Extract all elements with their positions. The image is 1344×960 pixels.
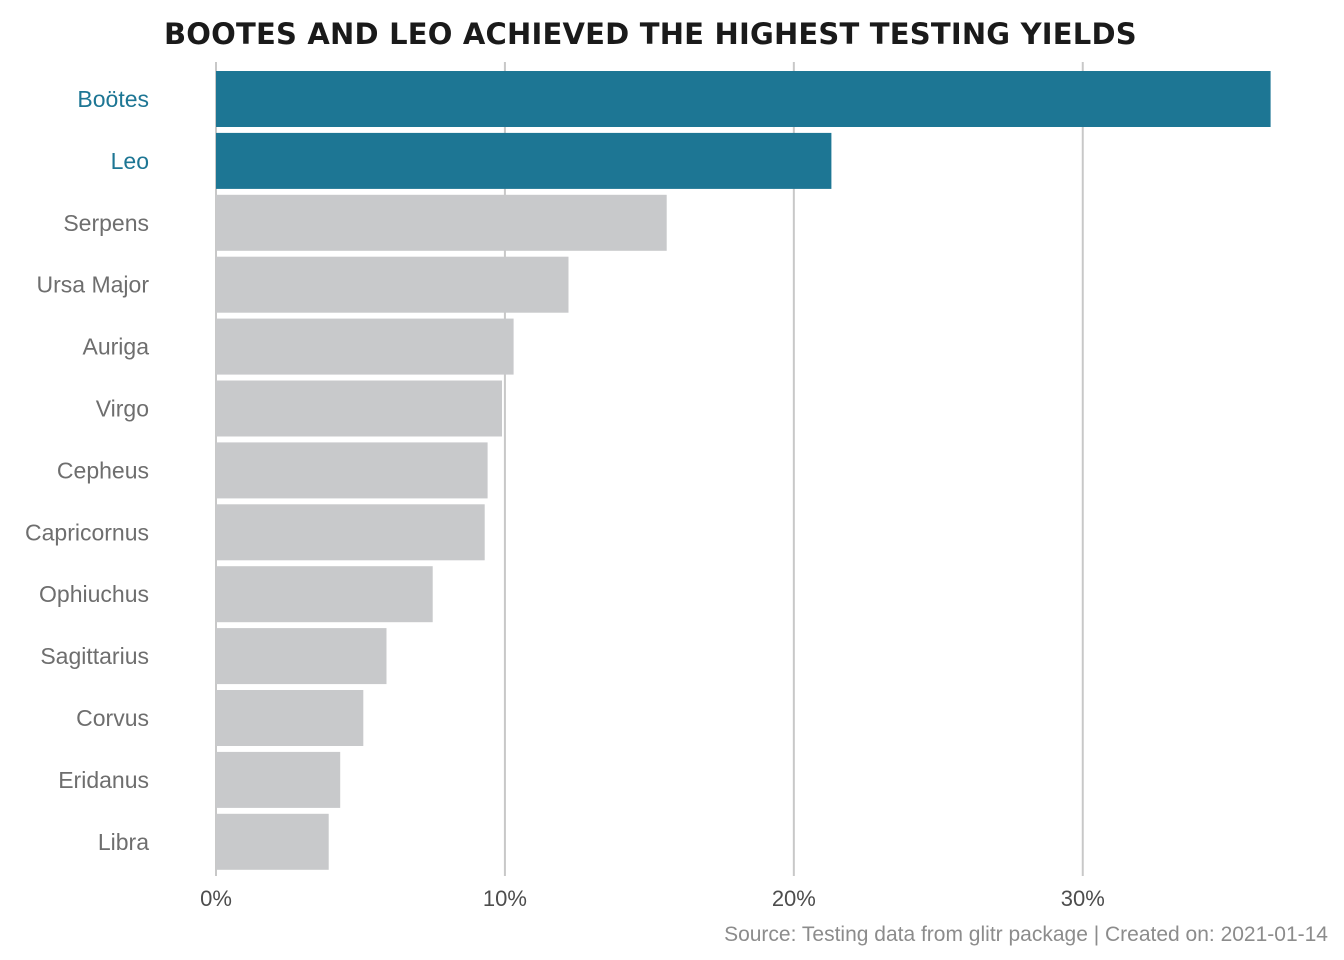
bar-ophiuchus [216,566,433,623]
category-label: Eridanus [58,767,149,793]
category-label: Virgo [96,396,149,422]
x-tick-label: 10% [483,886,527,911]
bar-virgo [216,380,502,437]
category-label: Ophiuchus [39,581,149,607]
category-label: Serpens [63,210,149,236]
chart-title: BOOTES AND LEO ACHIEVED THE HIGHEST TEST… [164,17,1137,51]
bar-corvus [216,690,364,746]
bar-ursa-major [216,256,569,313]
category-label: Ursa Major [37,272,150,298]
category-label: Sagittarius [40,643,149,669]
x-tick-label: 0% [200,886,232,911]
bar-capricornus [216,504,485,561]
chart-caption: Source: Testing data from glitr package … [724,923,1328,946]
x-tick-label: 30% [1061,886,1105,911]
bar-sagittarius [216,628,387,685]
bars [216,71,1271,870]
category-label: Cepheus [57,457,149,483]
bar-cepheus [216,442,488,499]
category-label: Libra [98,829,149,855]
x-axis-ticks: 0% 10% 20% 30% [200,886,1105,911]
bar-auriga [216,318,514,375]
bar-libra [216,813,329,870]
bar-leo [216,132,832,189]
bar-bo-tes [216,71,1271,127]
bar-eridanus [216,751,341,808]
category-label: Leo [111,148,149,174]
bar-serpens [216,194,667,251]
x-tick-label: 20% [772,886,816,911]
category-label: Auriga [83,334,150,360]
category-label: Boötes [77,86,149,112]
category-label: Corvus [76,705,149,731]
category-label: Capricornus [25,519,149,545]
category-labels: Boötes Leo Serpens Ursa Major Auriga Virgo Cep… [25,86,149,855]
